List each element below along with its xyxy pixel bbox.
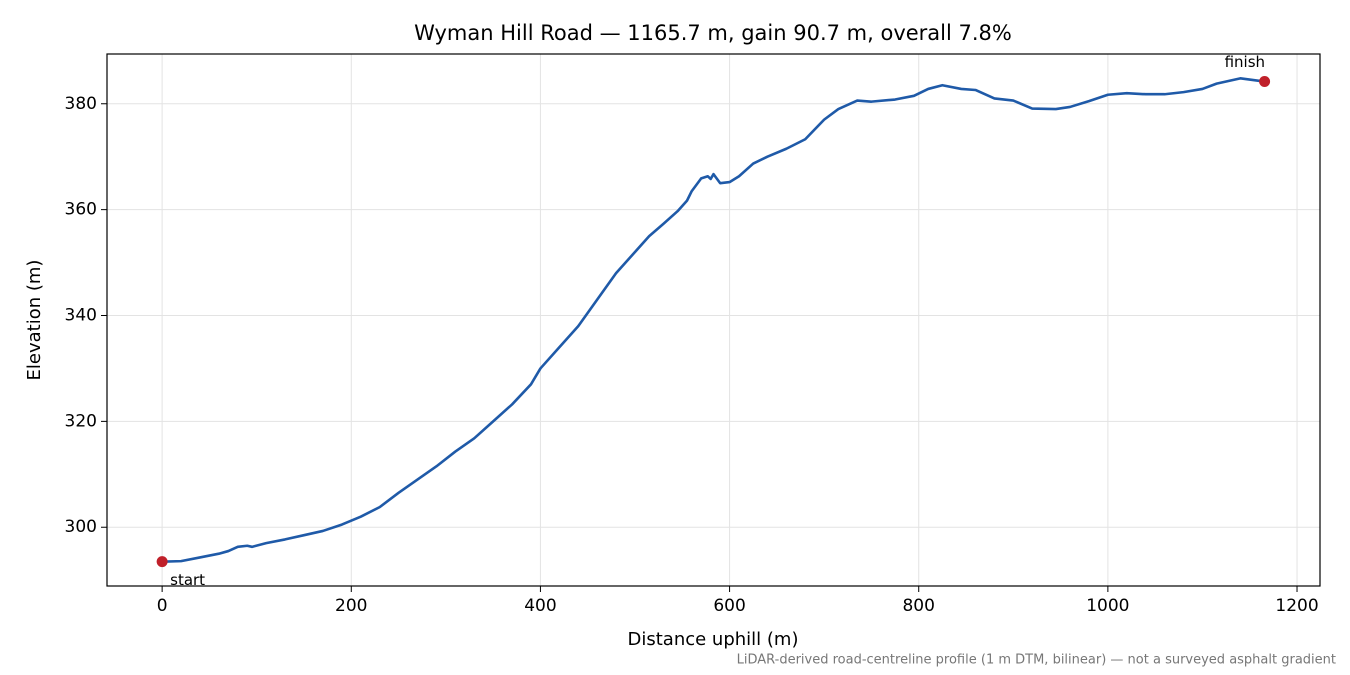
endpoint-marker xyxy=(156,556,168,568)
x-tick-label: 800 xyxy=(902,596,934,616)
plot-frame xyxy=(106,53,1321,587)
x-tick-label: 200 xyxy=(335,596,367,616)
x-tick-label: 1000 xyxy=(1086,596,1129,616)
y-tick-label: 380 xyxy=(65,94,97,114)
y-tick-label: 340 xyxy=(65,306,97,326)
chart-title: Wyman Hill Road — 1165.7 m, gain 90.7 m,… xyxy=(414,21,1012,45)
x-tick-label: 400 xyxy=(524,596,556,616)
elevation-line xyxy=(162,77,1265,563)
y-tick-label: 300 xyxy=(65,517,97,537)
x-tick-label: 0 xyxy=(157,596,168,616)
x-axis-label: Distance uphill (m) xyxy=(628,629,799,650)
footnote: LiDAR-derived road-centreline profile (1… xyxy=(737,653,1336,668)
endpoint-marker xyxy=(1259,76,1271,88)
endpoint-label: finish xyxy=(1225,53,1265,71)
endpoint-label: start xyxy=(170,571,205,589)
y-axis-label: Elevation (m) xyxy=(24,260,45,381)
x-tick-label: 600 xyxy=(713,596,745,616)
y-tick-label: 320 xyxy=(65,411,97,431)
x-tick-label: 1200 xyxy=(1275,596,1318,616)
y-tick-label: 360 xyxy=(65,200,97,220)
